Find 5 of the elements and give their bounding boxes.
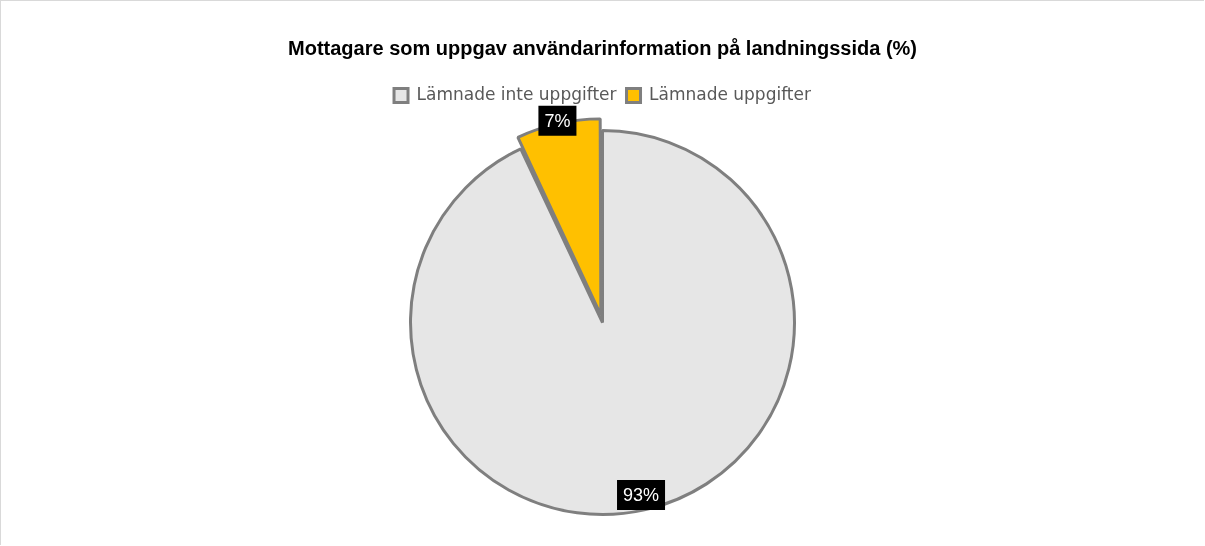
legend-label: Lämnade inte uppgifter bbox=[416, 83, 617, 104]
data-label: 7% bbox=[544, 110, 571, 131]
legend-label: Lämnade uppgifter bbox=[649, 83, 811, 104]
chart-title: Mottagare som uppgav användarinformation på landningssida (%) bbox=[288, 36, 917, 59]
data-label: 93% bbox=[623, 484, 660, 505]
